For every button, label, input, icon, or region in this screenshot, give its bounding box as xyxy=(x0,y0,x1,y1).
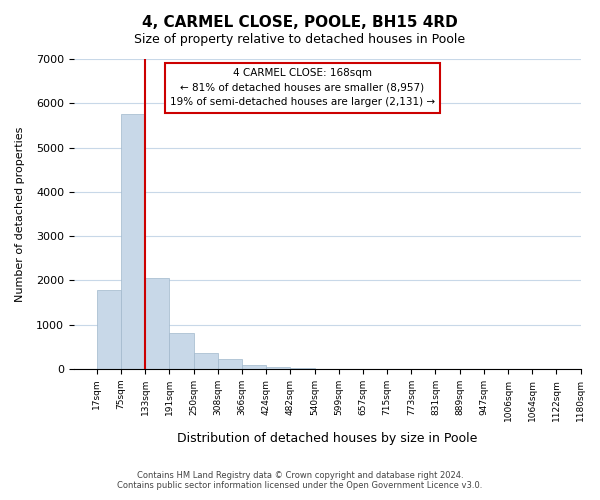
Bar xyxy=(242,364,266,369)
Bar xyxy=(194,352,218,369)
Text: 4 CARMEL CLOSE: 168sqm
← 81% of detached houses are smaller (8,957)
19% of semi-: 4 CARMEL CLOSE: 168sqm ← 81% of detached… xyxy=(170,68,435,108)
X-axis label: Distribution of detached houses by size in Poole: Distribution of detached houses by size … xyxy=(177,432,478,445)
Text: Size of property relative to detached houses in Poole: Size of property relative to detached ho… xyxy=(134,32,466,46)
Bar xyxy=(169,332,194,369)
Text: 4, CARMEL CLOSE, POOLE, BH15 4RD: 4, CARMEL CLOSE, POOLE, BH15 4RD xyxy=(142,15,458,30)
Bar xyxy=(266,367,290,369)
Bar xyxy=(218,360,242,369)
Bar xyxy=(97,290,121,369)
Y-axis label: Number of detached properties: Number of detached properties xyxy=(15,126,25,302)
Bar xyxy=(121,114,145,369)
Bar xyxy=(290,368,314,369)
Bar xyxy=(145,278,169,369)
Text: Contains HM Land Registry data © Crown copyright and database right 2024.
Contai: Contains HM Land Registry data © Crown c… xyxy=(118,470,482,490)
